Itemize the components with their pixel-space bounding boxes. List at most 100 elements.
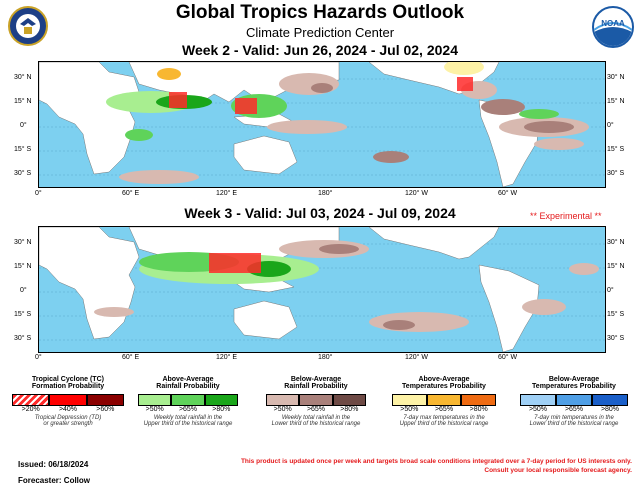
legend-tc-level-2: >40% (58, 406, 78, 413)
legend-dry-title1: Below-Average (290, 376, 342, 383)
issued-date: Issued: 06/18/2024 (18, 460, 89, 469)
week3-heading: Week 3 - Valid: Jul 03, 2024 - Jul 09, 2… (184, 205, 456, 221)
legend-dry-swatch-1 (266, 394, 300, 406)
legend-dry-swatch-3 (332, 394, 366, 406)
legend-wet-swatch-1 (138, 394, 172, 406)
legend-wet-title1: Above-Average (162, 376, 214, 383)
w2-lon-180: 180° (318, 190, 333, 197)
doc-logo-icon (8, 6, 48, 46)
week2-hazards (106, 62, 589, 184)
w3-lon-120w: 120° W (405, 354, 429, 361)
legend-cold-swatch-1 (520, 394, 556, 406)
w2-lat-30n: 30° N (14, 74, 32, 81)
w3-lat-30n-r: 30° N (607, 239, 625, 246)
week3-map (38, 226, 606, 353)
w3-lat-15n: 15° N (14, 263, 32, 270)
w2-lat-15n: 15° N (14, 98, 32, 105)
w2-lon-120w: 120° W (405, 190, 429, 197)
legend-tc-swatch-1 (12, 394, 50, 406)
legend-hot-title1: Above-Average (418, 376, 470, 383)
legend-dry-note2: Lower third of the historical range (271, 421, 361, 427)
w3-lon-0: 0° (35, 354, 42, 361)
w2-lat-eq: 0° (20, 122, 27, 129)
w3-lat-30s: 30° S (14, 335, 32, 342)
w3-lon-60e: 60° E (122, 354, 140, 361)
legend-tc: Tropical Cyclone (TC) Formation Probabil… (12, 376, 124, 427)
legend-cold: Below-Average Temperatures Probability >… (520, 376, 628, 427)
legend-hot-swatch-1 (392, 394, 427, 406)
w3-lon-180: 180° (318, 354, 333, 361)
legend-wet-level-3: >80% (212, 406, 231, 413)
w2-lat-15s: 15° S (14, 146, 32, 153)
w3-lat-15n-r: 15° N (607, 263, 625, 270)
page-title: Global Tropics Hazards Outlook (175, 2, 465, 23)
legend-dry-level-1: >50% (273, 406, 292, 413)
w3-lat-15s: 15° S (14, 311, 32, 318)
legend-tc-title1: Tropical Cyclone (TC) (32, 376, 104, 383)
legend-wet-swatch-2 (171, 394, 205, 406)
legend-cold-title1: Below-Average (548, 376, 600, 383)
legend-tc-title2: Formation Probability (31, 383, 105, 390)
w3-lat-15s-r: 15° S (607, 311, 625, 318)
week2-heading: Week 2 - Valid: Jun 26, 2024 - Jul 02, 2… (181, 42, 458, 58)
w2-lat-15s-r: 15° S (607, 146, 625, 153)
legend-cold-level-2: >65% (564, 406, 584, 413)
disclaimer-line1: This product is updated once per week an… (240, 458, 632, 465)
legend-wet-swatch-3 (204, 394, 238, 406)
legend-wet-note1: Weekly total rainfall in the (153, 415, 223, 421)
legend-cold-note1: 7-day min temperatures in the (534, 415, 614, 421)
w3-lat-eq: 0° (20, 287, 27, 294)
w2-lat-15n-r: 15° N (607, 98, 625, 105)
legend-cold-level-1: >50% (528, 406, 548, 413)
legend-wet-title2: Rainfall Probability (156, 383, 220, 390)
disclaimer-line2: Consult your local responsible forecast … (484, 467, 632, 474)
legend-hot-level-3: >80% (469, 406, 488, 413)
week2-map (38, 61, 606, 188)
legend-hot-swatch-2 (426, 394, 462, 406)
legend-hot-title2: Temperatures Probability (402, 383, 486, 390)
w2-lon-120e: 120° E (216, 190, 238, 197)
legend-dry-level-2: >65% (306, 406, 326, 413)
legend-dry-level-3: >80% (340, 406, 359, 413)
legend-dry-swatch-2 (299, 394, 333, 406)
legend-cold-title2: Temperatures Probability (532, 383, 616, 390)
w3-lat-30n: 30° N (14, 239, 32, 246)
legend-dry-title2: Rainfall Probability (284, 383, 348, 390)
legend-tc-swatch-3 (86, 394, 124, 406)
legend-hot-level-2: >65% (434, 406, 454, 413)
w2-lon-60w: 60° W (498, 190, 518, 197)
w2-lon-60e: 60° E (122, 190, 140, 197)
legend-cold-swatch-2 (556, 394, 592, 406)
legend-hot-level-1: >50% (400, 406, 419, 413)
w2-lat-eq-r: 0° (607, 122, 614, 129)
forecaster-name: Forecaster: Collow (18, 476, 91, 485)
experimental-label: ** Experimental ** (530, 211, 602, 221)
w2-lat-30n-r: 30° N (607, 74, 625, 81)
noaa-logo-icon: NOAA (592, 6, 634, 48)
w3-lon-120e: 120° E (216, 354, 238, 361)
legend-tc-level-3: >60% (96, 406, 115, 413)
w2-lat-30s: 30° S (14, 170, 32, 177)
legend-dry-note1: Weekly total rainfall in the (281, 415, 351, 421)
legend-wet-level-1: >50% (145, 406, 164, 413)
page-subtitle: Climate Prediction Center (245, 25, 395, 40)
w2-lon-0: 0° (35, 190, 42, 197)
legend-hot: Above-Average Temperatures Probability >… (392, 376, 497, 427)
w3-lon-60w: 60° W (498, 354, 518, 361)
legend-tc-note2: or greater strength (43, 421, 93, 427)
week3-hazards (94, 240, 599, 332)
w3-lat-30s-r: 30° S (607, 335, 625, 342)
legend-cold-level-3: >80% (600, 406, 620, 413)
legend-wet: Above-Average Rainfall Probability >50% … (138, 376, 238, 427)
legend-tc-note1: Tropical Depression (TD) (34, 415, 102, 421)
legend-hot-swatch-3 (461, 394, 497, 406)
legend-hot-note1: 7-day max temperatures in the (403, 415, 485, 421)
w3-lat-eq-r: 0° (607, 287, 614, 294)
legend-cold-note2: Lower third of the historical range (529, 421, 619, 427)
legend-dry: Below-Average Rainfall Probability >50% … (266, 376, 366, 427)
w2-lat-30s-r: 30° S (607, 170, 625, 177)
noaa-logo-text: NOAA (601, 19, 625, 28)
legend-tc-level-1: >20% (21, 406, 40, 413)
legend-tc-swatch-2 (49, 394, 87, 406)
legend-hot-note2: Upper third of the historical range (399, 421, 489, 427)
